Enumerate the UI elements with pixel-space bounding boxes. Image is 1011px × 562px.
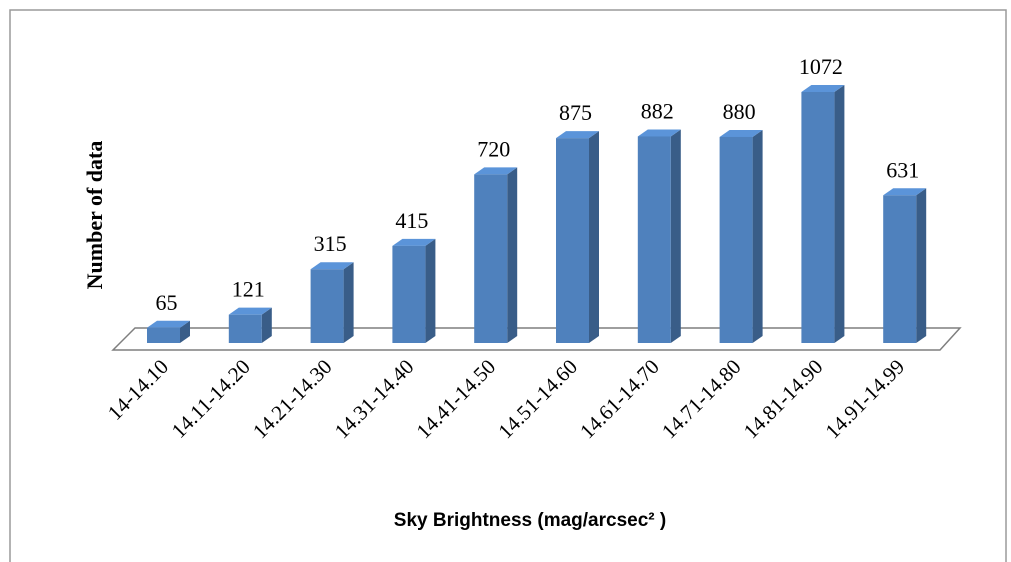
data-label: 1072 [799, 54, 843, 79]
bar-top [637, 129, 681, 137]
bar-top [147, 320, 190, 328]
bar [310, 262, 354, 343]
bar-side [834, 85, 845, 343]
y-axis-label: Number of data [82, 141, 107, 290]
bar-top [801, 85, 845, 92]
bar-top [310, 262, 354, 270]
bar [228, 307, 272, 343]
bar-front [474, 174, 508, 343]
data-label: 631 [886, 157, 919, 182]
data-label: 880 [723, 99, 756, 124]
bar-front [392, 245, 426, 343]
x-axis-label: Sky Brightness (mag/arcsec² ) [394, 510, 666, 531]
bar [637, 129, 681, 343]
bar-side [180, 320, 190, 343]
bar-front [147, 327, 180, 343]
bar [474, 167, 518, 343]
bar [392, 238, 436, 343]
data-label: 65 [156, 290, 178, 315]
data-label: 315 [314, 231, 347, 256]
bar-side [507, 167, 518, 343]
data-label: 121 [232, 277, 265, 302]
bar [883, 188, 927, 343]
bar-top [392, 238, 436, 246]
bar-top [883, 188, 927, 196]
bar [801, 85, 845, 343]
bar-side [343, 262, 354, 343]
bar-front [883, 195, 917, 343]
bar-top [556, 131, 599, 139]
data-label: 882 [641, 98, 674, 123]
bar-front [801, 92, 835, 343]
data-label: 875 [559, 100, 592, 125]
bar-top [228, 307, 272, 315]
bar-front [310, 269, 344, 343]
bar [556, 131, 599, 343]
bar-side [670, 129, 681, 343]
bar-side [261, 307, 272, 343]
bar-front [228, 314, 262, 343]
data-label: 720 [477, 136, 510, 161]
bar-top [474, 167, 518, 175]
bar-front [556, 138, 589, 343]
data-label: 415 [395, 208, 428, 233]
bar [147, 320, 190, 343]
bar-front [637, 136, 671, 343]
bar-side [589, 131, 599, 343]
bar [719, 129, 763, 343]
bar-side [916, 188, 927, 343]
bar-top [719, 129, 763, 137]
bar-front [719, 136, 753, 343]
bar-side [752, 129, 763, 343]
bar-side [425, 238, 436, 343]
